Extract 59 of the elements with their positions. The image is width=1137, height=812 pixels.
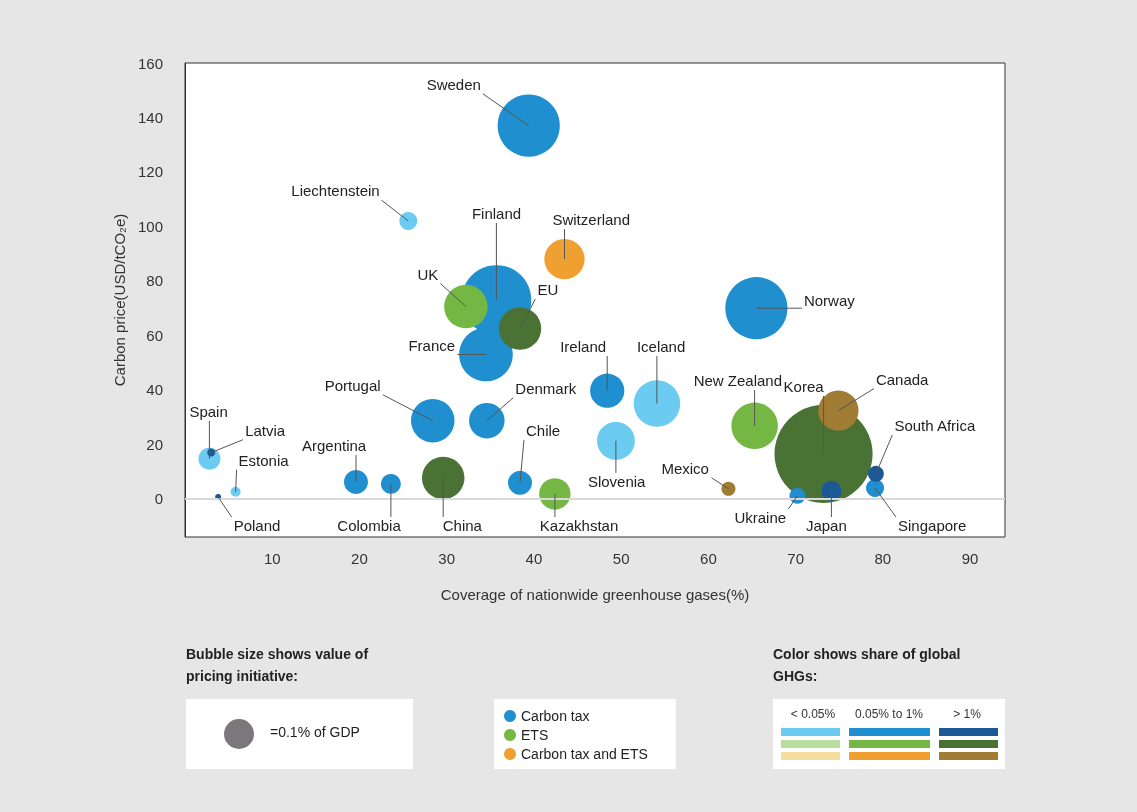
annotation: UK — [415, 265, 441, 284]
annotation: EU — [535, 280, 561, 299]
x-tick-label: 50 — [612, 550, 630, 567]
annotation: Kazakhstan — [537, 516, 621, 535]
text: > 1% — [952, 707, 982, 721]
x-tick-label: 60 — [700, 550, 717, 567]
legend-label: Carbon tax and ETS — [521, 746, 648, 762]
annotation: Ireland — [558, 337, 609, 356]
y-tick-label: 160 — [137, 54, 163, 72]
legend-label: =0.1% of GDP — [270, 724, 360, 740]
annotation: Denmark — [513, 379, 579, 398]
annotation: Colombia — [335, 516, 403, 535]
y-tick-label: 140 — [137, 108, 163, 126]
annotation: Slovenia — [585, 472, 648, 491]
annotation: Chile — [523, 421, 563, 440]
y-tick-label: 60 — [146, 326, 163, 344]
annotation: Norway — [801, 292, 857, 311]
annotation: Korea — [781, 377, 826, 396]
text: < 0.05% — [789, 707, 837, 721]
annotation: Spain — [187, 402, 230, 421]
x-tick-label: 30 — [438, 550, 456, 567]
annotation: Finland — [469, 205, 524, 223]
annotation: South Africa — [892, 416, 978, 435]
annotation: Mexico — [659, 459, 711, 478]
x-tick-label: 20 — [351, 550, 368, 567]
x-tick-label: 10 — [263, 550, 281, 567]
annotation: France — [406, 337, 458, 356]
y-axis-title: Carbon price(USD/tCO₂e) — [111, 213, 128, 387]
y-tick-label: 40 — [146, 381, 163, 399]
annotation: Argentina — [299, 436, 369, 455]
x-axis-title: Coverage of nationwide greenhouse gases(%) — [440, 586, 750, 603]
annotation: Singapore — [896, 516, 969, 535]
text: Color shows share of global GHGs: — [773, 645, 962, 686]
annotation: Switzerland — [550, 211, 632, 230]
annotation: Canada — [873, 370, 931, 389]
y-tick-label: 120 — [137, 163, 163, 181]
annotation: Estonia — [236, 451, 291, 470]
x-tick-label: 40 — [525, 550, 543, 567]
annotation: Japan — [803, 516, 849, 535]
annotation: Poland — [231, 516, 283, 535]
annotation: Latvia — [243, 421, 288, 440]
annotation: China — [440, 516, 484, 535]
legend-label: Carbon tax — [521, 708, 590, 724]
text: Bubble size shows value of pricing initiative: — [186, 645, 370, 686]
y-tick-label: 80 — [146, 272, 163, 290]
y-tick-label: 100 — [137, 217, 163, 235]
text: 0.05% to 1% — [853, 707, 924, 721]
legend-label: ETS — [521, 727, 549, 743]
y-tick-label: 20 — [146, 435, 163, 453]
x-tick-label: 90 — [961, 550, 979, 567]
y-tick-label: 0 — [154, 490, 163, 508]
annotation: Ukraine — [732, 508, 789, 527]
annotation: Iceland — [634, 337, 688, 356]
annotation: Liechtenstein — [289, 182, 382, 200]
x-tick-label: 80 — [874, 550, 892, 567]
annotation: New Zealand — [691, 371, 784, 390]
annotation: Sweden — [424, 75, 483, 94]
x-tick-label: 70 — [787, 550, 804, 567]
annotation: Portugal — [322, 376, 383, 395]
